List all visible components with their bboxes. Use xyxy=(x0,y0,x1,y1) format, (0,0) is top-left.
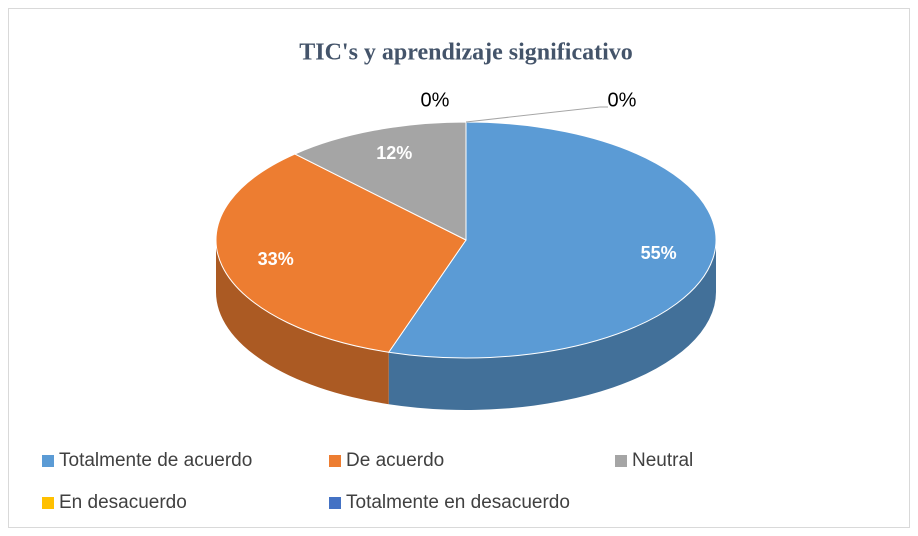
legend-label: Neutral xyxy=(632,450,693,471)
legend-swatch xyxy=(42,497,54,509)
leader-line xyxy=(465,106,608,123)
legend-label: Totalmente de acuerdo xyxy=(59,450,252,471)
pie-slice xyxy=(293,121,467,241)
data-label: 12% xyxy=(376,143,412,163)
pie-wall xyxy=(216,240,389,405)
legend-swatch xyxy=(329,497,341,509)
labels: 55% 33% 12% 0% 0% xyxy=(258,89,677,269)
data-label: 33% xyxy=(258,249,294,269)
pie-walls xyxy=(216,240,716,411)
legend-swatch xyxy=(42,455,54,467)
data-label: 0% xyxy=(421,89,450,111)
legend-swatch xyxy=(615,455,627,467)
legend-swatch xyxy=(329,455,341,467)
legend-label: Totalmente en desacuerdo xyxy=(346,492,570,513)
pie-slice xyxy=(387,121,717,359)
pie-tops xyxy=(215,121,717,359)
pie-wall xyxy=(388,240,716,411)
data-label: 55% xyxy=(641,243,677,263)
legend-label: En desacuerdo xyxy=(59,492,187,513)
chart-title: TIC's y aprendizaje significativo xyxy=(299,40,633,66)
legend-label: De acuerdo xyxy=(346,450,444,471)
pie-slice xyxy=(215,153,467,353)
data-label: 0% xyxy=(608,89,637,111)
